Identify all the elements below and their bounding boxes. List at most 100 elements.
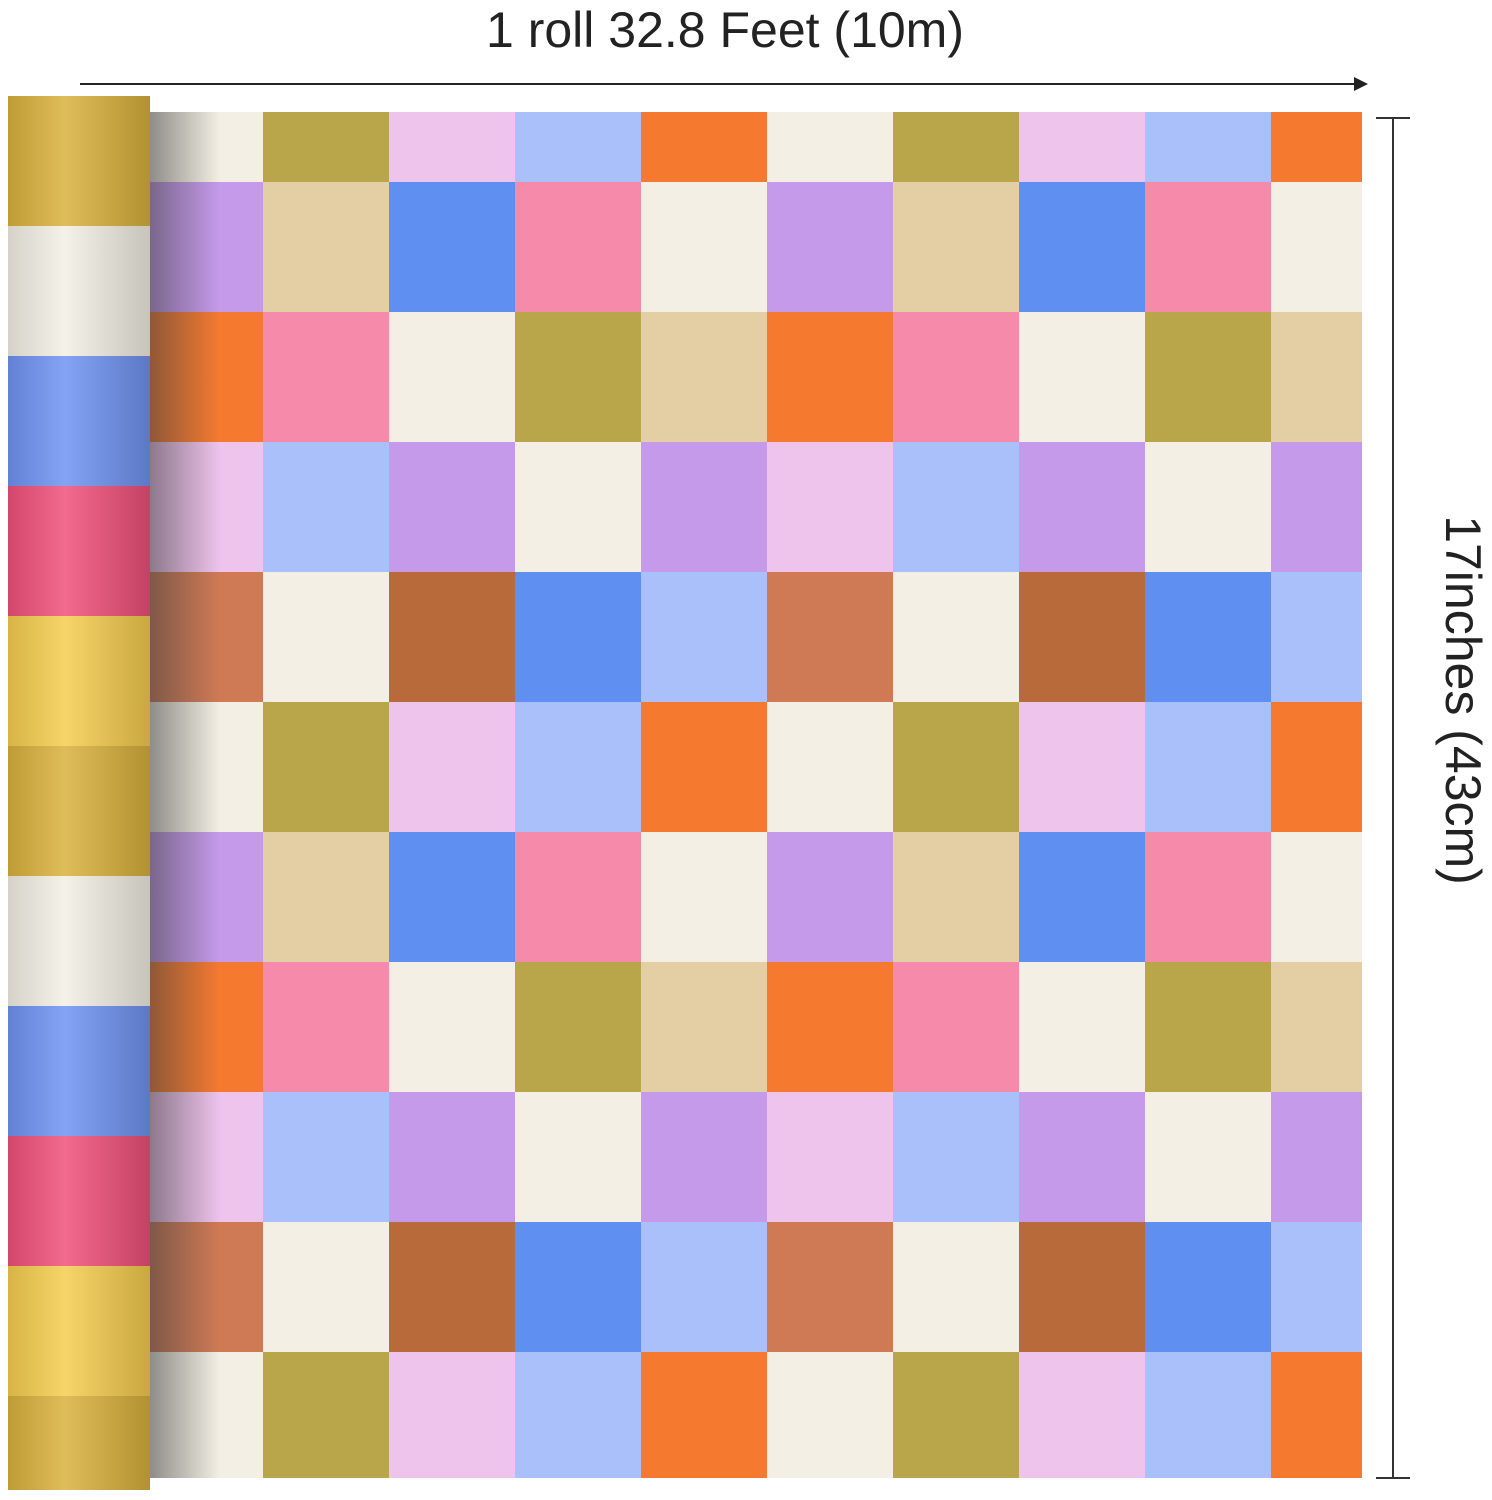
pattern-square [515,702,641,832]
height-dimension-line [1392,118,1394,1478]
pattern-square [893,112,1019,182]
pattern-square [150,1222,263,1352]
pattern-square [1271,182,1362,312]
pattern-square [767,112,893,182]
pattern-square [641,1092,767,1222]
pattern-square [767,182,893,312]
pattern-square [893,1092,1019,1222]
pattern-square [1271,112,1362,182]
pattern-square [1271,962,1362,1092]
pattern-square [263,112,389,182]
pattern-square [893,572,1019,702]
pattern-square [515,1092,641,1222]
pattern-square [893,832,1019,962]
pattern-square [150,1092,263,1222]
pattern-square [263,1222,389,1352]
pattern-square [893,1352,1019,1478]
pattern-square [893,312,1019,442]
pattern-square [1019,962,1145,1092]
wrapping-paper-sheet [150,112,1362,1478]
pattern-square [515,572,641,702]
pattern-square [641,832,767,962]
height-tick-bottom [1376,1477,1410,1479]
roll-stripe [8,1266,150,1396]
pattern-square [641,702,767,832]
pattern-square [893,182,1019,312]
roll-stripe [8,96,150,226]
pattern-square [389,112,515,182]
pattern-square [515,1222,641,1352]
pattern-square [1145,312,1271,442]
pattern-square [767,1092,893,1222]
pattern-square [515,112,641,182]
roll-stripe [8,746,150,876]
pattern-square [515,182,641,312]
pattern-square [389,442,515,572]
pattern-square [641,442,767,572]
pattern-square [1019,1092,1145,1222]
length-label: 1 roll 32.8 Feet (10m) [486,2,964,58]
pattern-square [767,1222,893,1352]
pattern-square [263,312,389,442]
pattern-square [1019,1222,1145,1352]
pattern-square [641,112,767,182]
pattern-square [515,1352,641,1478]
pattern-square [150,182,263,312]
roll-stripe [8,226,150,356]
pattern-square [1271,572,1362,702]
pattern-square [263,442,389,572]
pattern-square [1271,832,1362,962]
height-tick-top [1376,117,1410,119]
pattern-square [893,442,1019,572]
pattern-square [389,962,515,1092]
pattern-square [767,962,893,1092]
pattern-square [1145,832,1271,962]
pattern-square [1145,182,1271,312]
pattern-square [1145,702,1271,832]
height-label: 17inches (43cm) [1435,515,1491,885]
pattern-square [1019,182,1145,312]
roll-stripe [8,356,150,486]
pattern-square [389,1222,515,1352]
pattern-square [263,182,389,312]
pattern-square [389,572,515,702]
pattern-square [389,312,515,442]
pattern-square [641,312,767,442]
pattern-square [263,832,389,962]
pattern-square [150,112,263,182]
pattern-square [1019,572,1145,702]
pattern-square [389,832,515,962]
pattern-square [515,832,641,962]
pattern-square [893,1222,1019,1352]
pattern-square [1145,1222,1271,1352]
roll-shading [8,96,150,1490]
pattern-square [1271,1092,1362,1222]
pattern-square [150,1352,263,1478]
roll-stripe [8,1136,150,1266]
pattern-square [1271,1222,1362,1352]
pattern-square [767,1352,893,1478]
roll-stripe [8,876,150,1006]
pattern-square [1145,442,1271,572]
pattern-square [1145,1092,1271,1222]
pattern-square [150,572,263,702]
pattern-square [893,702,1019,832]
pattern-square [1271,702,1362,832]
paper-roll [8,96,150,1490]
roll-stripe [8,1396,150,1490]
pattern-square [767,832,893,962]
roll-stripe [8,1006,150,1136]
pattern-square [1019,312,1145,442]
pattern-square [1145,1352,1271,1478]
pattern-square [1145,112,1271,182]
pattern-square [150,442,263,572]
pattern-square [150,312,263,442]
pattern-square [515,312,641,442]
pattern-square [263,1092,389,1222]
pattern-square [1019,832,1145,962]
pattern-square [1145,962,1271,1092]
pattern-square [767,442,893,572]
pattern-square [641,962,767,1092]
pattern-square [389,1352,515,1478]
pattern-square [150,962,263,1092]
